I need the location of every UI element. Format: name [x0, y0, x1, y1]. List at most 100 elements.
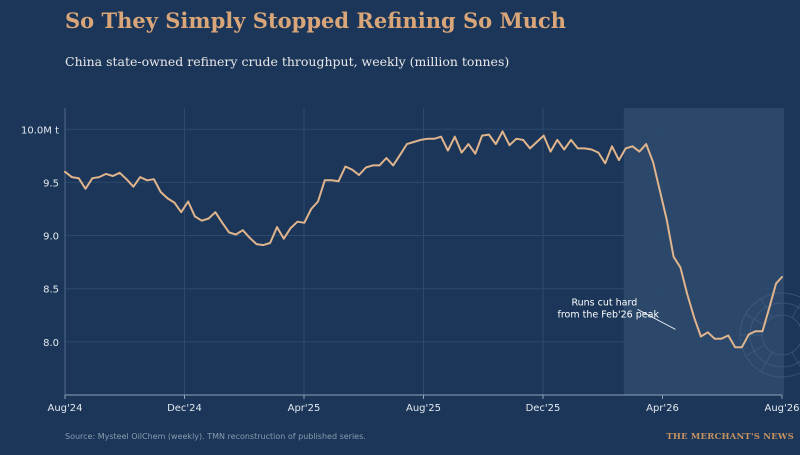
data-point	[248, 236, 251, 239]
data-point	[460, 151, 463, 154]
data-point	[467, 143, 470, 145]
x-tick-label: Dec'24	[167, 403, 202, 414]
data-point	[118, 172, 121, 174]
data-point	[577, 147, 579, 150]
watermark-spoke	[760, 352, 773, 372]
data-point	[303, 222, 306, 224]
data-point	[426, 138, 429, 140]
publisher-brand: THE MERCHANT'S NEWS	[666, 432, 794, 442]
data-point	[289, 227, 292, 229]
data-point	[563, 148, 565, 151]
data-point	[344, 165, 347, 168]
data-point	[597, 151, 600, 154]
data-point	[454, 135, 456, 138]
x-tick-label: Apr'26	[646, 403, 679, 414]
data-point	[105, 173, 107, 175]
data-point	[433, 138, 436, 140]
y-tick-label: 8.0	[43, 338, 59, 349]
x-tick-label: Aug'24	[48, 403, 83, 414]
data-point	[536, 141, 538, 143]
data-point	[187, 200, 189, 203]
data-point	[132, 185, 135, 188]
data-point	[748, 333, 750, 336]
data-point	[365, 166, 367, 169]
data-point	[522, 139, 524, 141]
data-point	[296, 220, 299, 223]
data-point	[781, 276, 783, 278]
data-point	[775, 282, 777, 285]
data-point	[618, 159, 620, 161]
data-point	[228, 231, 230, 234]
data-point	[125, 178, 128, 180]
data-point	[371, 164, 374, 167]
data-point	[378, 164, 381, 167]
data-point	[590, 148, 593, 151]
data-point	[515, 138, 518, 140]
data-point	[672, 255, 675, 258]
data-point	[652, 161, 654, 163]
data-point	[358, 174, 360, 176]
data-point	[481, 134, 483, 137]
annotation-text: Runs cut hard	[571, 297, 637, 308]
data-point	[604, 162, 606, 165]
data-point	[645, 143, 647, 145]
data-point	[570, 139, 572, 141]
data-point	[399, 154, 401, 156]
data-point	[727, 334, 730, 337]
y-tick-label: 9.5	[43, 178, 59, 189]
data-point	[501, 130, 504, 133]
data-point	[768, 307, 771, 309]
data-point	[207, 217, 210, 220]
y-tick-label: 10.0M t	[21, 125, 59, 136]
data-point	[611, 145, 613, 148]
x-tick-label: Dec'25	[526, 403, 561, 414]
watermark-spoke	[791, 352, 800, 368]
data-point	[255, 243, 258, 245]
data-point	[665, 218, 668, 221]
data-point	[317, 200, 319, 203]
data-point	[64, 171, 66, 173]
data-point	[146, 179, 148, 182]
data-point	[84, 188, 87, 190]
data-point	[392, 164, 395, 167]
data-point	[310, 208, 313, 210]
data-point	[659, 190, 661, 192]
chart-subtitle: China state-owned refinery crude through…	[65, 54, 510, 69]
annotation-text: from the Feb'26 peak	[557, 309, 659, 320]
data-point	[214, 211, 217, 213]
chart-title: So They Simply Stopped Refining So Much	[65, 8, 567, 33]
data-point	[549, 150, 552, 153]
annotation-pointer	[637, 308, 676, 330]
x-tick-label: Apr'25	[288, 403, 321, 414]
data-point	[583, 147, 586, 150]
data-point	[686, 293, 688, 295]
source-note: Source: Mysteel OilChem (weekly). TMN re…	[65, 432, 366, 441]
data-point	[221, 222, 224, 224]
data-point	[385, 157, 388, 159]
data-point	[542, 134, 545, 137]
data-point	[77, 177, 80, 179]
data-point	[262, 244, 265, 246]
data-point	[276, 226, 278, 228]
data-point	[112, 175, 114, 177]
data-point	[447, 149, 449, 152]
data-point	[556, 139, 559, 141]
data-point	[707, 331, 709, 334]
data-point	[631, 145, 634, 148]
data-point	[98, 176, 100, 178]
data-point	[412, 141, 415, 143]
data-point	[330, 179, 333, 182]
data-point	[324, 179, 326, 182]
series-line-0	[64, 130, 783, 349]
data-point	[337, 180, 340, 183]
data-point	[71, 176, 73, 178]
y-tick-label: 9.0	[43, 232, 59, 243]
watermark-spoke	[745, 313, 765, 326]
data-point	[495, 143, 497, 145]
data-point	[159, 191, 162, 193]
x-tick-label: Aug'25	[406, 403, 441, 414]
data-point	[679, 266, 682, 269]
x-tick-label: Aug'26	[765, 403, 800, 414]
data-point	[720, 337, 723, 340]
data-point	[201, 219, 203, 222]
